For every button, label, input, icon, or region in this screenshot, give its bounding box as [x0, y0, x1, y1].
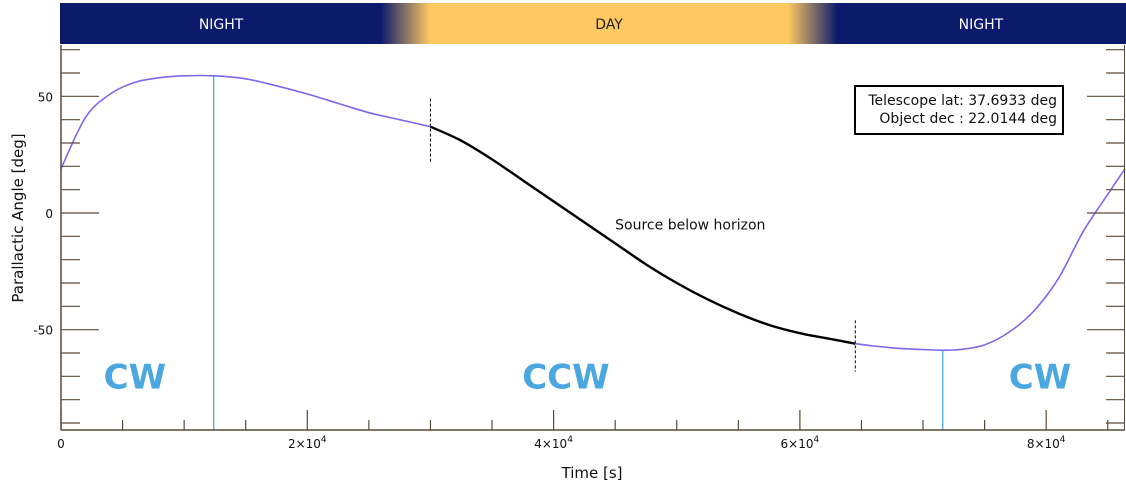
band-label-day-1: DAY: [595, 17, 623, 33]
day-night-band-fill: [60, 3, 1126, 44]
y-tick-label-50: 50: [38, 90, 53, 104]
band-label-night-2: NIGHT: [959, 17, 1004, 33]
day-night-band: NIGHT DAY NIGHT: [60, 3, 1126, 44]
y-axis-label: Parallactic Angle [deg]: [9, 133, 27, 302]
x-axis-label: Time [s]: [561, 464, 623, 482]
x-tick-label-80000: 8×104: [1027, 435, 1066, 451]
info-box-frame: [854, 85, 1064, 135]
x-tick-label-40000: 4×104: [534, 435, 573, 451]
x-tick-label-0: 0: [57, 437, 65, 451]
x-tick-mantissa-80000: 8×10: [1027, 437, 1060, 451]
labels: Time [s] Parallactic Angle [deg]: [9, 133, 623, 482]
x-tick-mantissa-40000: 4×10: [534, 437, 567, 451]
x-tick-label-20000: 2×104: [288, 435, 327, 451]
info-telescope-lat: Telescope lat: 37.6933 deg: [867, 93, 1057, 109]
info-object-dec: Object dec : 22.0144 deg: [879, 111, 1057, 127]
curve-series-0: [60, 74, 431, 170]
curve-series-1: [429, 125, 856, 345]
info-box: Telescope lat: 37.6933 deg Object dec : …: [854, 85, 1064, 135]
rotation-label-cw-2: CW: [1009, 357, 1071, 397]
x-tick-mantissa-20000: 2×10: [288, 437, 321, 451]
y-tick-label-0: 0: [45, 207, 53, 221]
below-horizon-annotation: Source below horizon: [615, 218, 765, 234]
axes: 500-500 2×104 4×104 6×104 8×104: [33, 45, 1125, 451]
curve-series-2: [855, 168, 1126, 352]
x-tick-exponent-80000: 4: [1060, 435, 1066, 445]
x-tick-label-60000: 6×104: [781, 435, 820, 451]
x-tick-exponent-60000: 4: [814, 435, 820, 445]
x-tick-mantissa-60000: 6×10: [781, 437, 814, 451]
rotation-label-cw-0: CW: [104, 357, 166, 397]
band-label-night-0: NIGHT: [199, 17, 244, 33]
rotation-label-ccw-1: CCW: [522, 357, 609, 397]
plot-area: Source below horizon CW CCW CW: [60, 74, 1126, 430]
y-tick-label--50: -50: [33, 324, 53, 338]
x-tick-exponent-20000: 4: [321, 435, 327, 445]
x-tick-exponent-40000: 4: [567, 435, 573, 445]
